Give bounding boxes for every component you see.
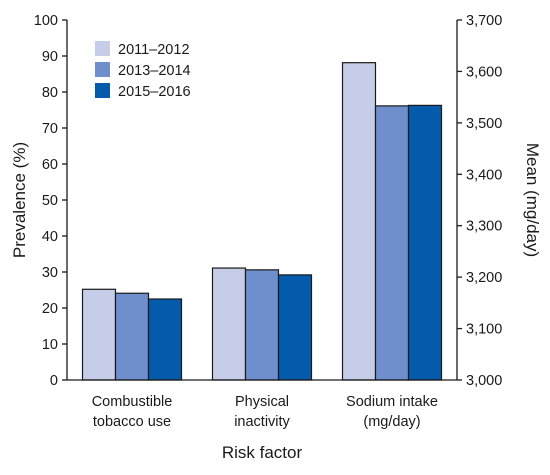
x-tick-label: Physical (235, 394, 289, 410)
right-y-axis-title: Mean (mg/day) (523, 143, 542, 257)
legend-swatch (95, 62, 110, 77)
bar-2-series-1 (211, 267, 247, 381)
left-y-tick-label: 40 (42, 229, 58, 245)
bar-1-series-3 (147, 298, 183, 381)
left-y-tick-label: 60 (42, 157, 58, 173)
right-y-tick-label: 3,700 (466, 13, 502, 29)
bar-1-series-1 (81, 288, 117, 381)
legend-label: 2013–2014 (118, 63, 191, 79)
bar-2-series-3 (277, 274, 313, 381)
x-tick-label: inactivity (234, 414, 290, 430)
bar-3-series-2 (374, 105, 410, 381)
legend-swatch (95, 41, 110, 56)
left-y-tick-label: 100 (34, 13, 58, 29)
x-tick-label: tobacco use (93, 414, 171, 430)
x-tick-label: Combustible (92, 394, 173, 410)
right-y-tick-label: 3,000 (466, 373, 502, 389)
right-y-tick-label: 3,200 (466, 270, 502, 286)
bar-1-series-2 (114, 292, 150, 381)
left-y-tick-label: 80 (42, 85, 58, 101)
bars (81, 62, 443, 381)
right-y-axis: 3,000 3,100 3,200 3,300 3,400 3,500 3,600 3,700 (457, 13, 502, 389)
x-tick-label: Sodium intake (346, 394, 438, 410)
x-tick-label: (mg/day) (363, 414, 420, 430)
x-tick-labels: Combustible tobacco use Physical inactivity… (92, 394, 438, 430)
bar-2-series-2 (244, 269, 280, 381)
left-y-tick-label: 90 (42, 49, 58, 65)
left-y-axis: 0 10 20 30 40 50 60 70 80 90 100 (34, 13, 67, 389)
left-y-tick-label: 20 (42, 301, 58, 317)
left-y-tick-label: 10 (42, 337, 58, 353)
legend-swatch (95, 83, 110, 98)
bar-3-series-1 (341, 62, 377, 381)
legend-label: 2011–2012 (118, 42, 190, 58)
right-y-tick-label: 3,300 (466, 219, 502, 235)
right-y-tick-label: 3,500 (466, 116, 502, 132)
right-y-tick-label: 3,400 (466, 167, 502, 183)
left-y-axis-title: Prevalence (%) (10, 142, 29, 258)
left-y-tick-label: 50 (42, 193, 58, 209)
left-y-tick-label: 0 (50, 373, 58, 389)
left-y-tick-label: 70 (42, 121, 58, 137)
x-axis-title: Risk factor (222, 443, 303, 462)
legend: 2011–2012 2013–2014 2015–2016 (95, 41, 191, 100)
bar-3-series-3 (407, 104, 443, 381)
legend-label: 2015–2016 (118, 84, 191, 100)
left-y-tick-label: 30 (42, 265, 58, 281)
right-y-tick-label: 3,600 (466, 64, 502, 80)
right-y-tick-label: 3,100 (466, 322, 502, 338)
